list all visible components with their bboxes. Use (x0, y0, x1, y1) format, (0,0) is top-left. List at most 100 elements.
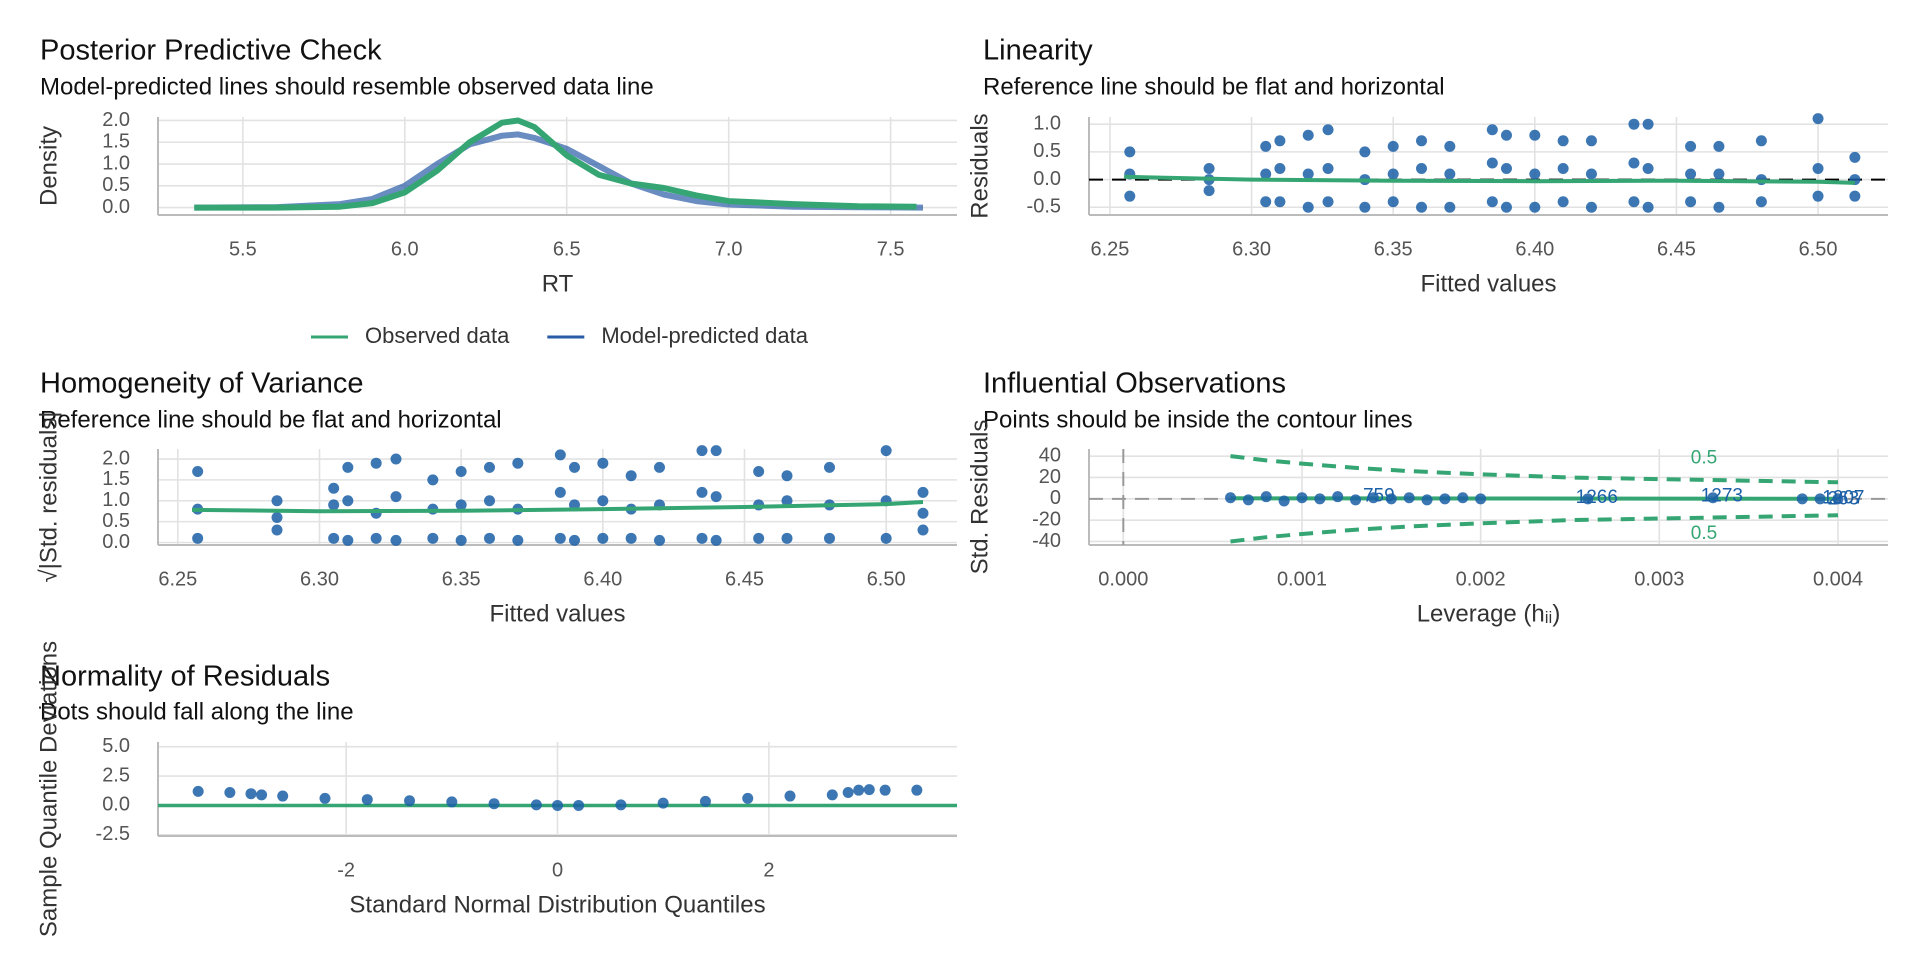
annotation: 759 (1363, 486, 1395, 507)
data-point (1796, 493, 1808, 505)
y-tick-label: -20 (1032, 508, 1061, 530)
data-point (245, 788, 257, 800)
data-point (597, 495, 609, 507)
data-point (1486, 124, 1498, 136)
data-point (484, 532, 495, 544)
x-axis-label: Fitted values (489, 600, 625, 627)
data-point (455, 534, 467, 546)
x-tick-label: 6.35 (442, 568, 481, 590)
data-point (554, 486, 566, 498)
data-point (1367, 492, 1379, 504)
data-point (696, 486, 708, 498)
data-point (342, 534, 354, 546)
panel-title: Linearity (983, 35, 1093, 67)
data-point (554, 449, 566, 461)
panel-title: Normality of Residuals (40, 661, 330, 693)
data-point (1685, 140, 1697, 152)
y-tick-label: 40 (1039, 444, 1061, 466)
data-point (784, 790, 796, 802)
data-point (1707, 492, 1719, 504)
data-point (1421, 494, 1433, 506)
y-tick-label: 1.5 (102, 468, 130, 490)
y-tick-label: 1.0 (102, 489, 130, 511)
data-point (1322, 162, 1334, 174)
data-point (1642, 162, 1654, 174)
data-point (271, 524, 283, 536)
x-tick-label: 6.45 (725, 568, 764, 590)
data-point (1628, 196, 1640, 208)
y-tick-label: 0.0 (102, 531, 130, 553)
series-line (194, 131, 924, 211)
y-axis-label: √|Std. residuals| (35, 411, 62, 582)
data-point (1444, 201, 1456, 213)
panel-subtitle: Model-predicted lines should resemble ob… (40, 73, 654, 100)
data-point (1350, 494, 1362, 506)
data-point (1225, 492, 1237, 504)
data-point (824, 532, 835, 544)
y-tick-label: 0.0 (102, 794, 130, 816)
data-point (781, 532, 793, 544)
x-tick-label: 0.000 (1098, 568, 1148, 590)
data-point (1296, 492, 1308, 504)
annotation: 1207 (1822, 487, 1864, 508)
data-point (1322, 124, 1334, 136)
data-point (1274, 162, 1286, 174)
data-point (1416, 162, 1428, 174)
data-point (192, 532, 204, 544)
data-point (1416, 201, 1428, 213)
panel-title: Homogeneity of Variance (40, 368, 363, 400)
series-line (1124, 174, 1855, 185)
data-point (1500, 162, 1512, 174)
panel-subtitle: Reference line should be flat and horizo… (40, 406, 502, 433)
data-point (1322, 196, 1334, 208)
y-tick-label: 0 (1050, 487, 1061, 509)
x-tick-label: 6.40 (1515, 238, 1554, 260)
data-point (342, 495, 354, 507)
data-point (370, 532, 382, 544)
data-point (1642, 118, 1654, 130)
data-point (1755, 135, 1767, 147)
x-tick-label: 7.5 (877, 238, 905, 260)
data-point (696, 532, 708, 544)
x-tick-label: 0 (552, 859, 563, 881)
data-point (1582, 493, 1594, 505)
data-point (256, 789, 268, 801)
series-line (194, 117, 917, 211)
series-line (1230, 454, 1839, 485)
x-tick-label: 6.25 (1090, 238, 1129, 260)
data-point (484, 495, 495, 507)
panel-subtitle: Reference line should be flat and horizo… (983, 73, 1445, 100)
data-point (625, 532, 637, 544)
data-point (1444, 168, 1456, 180)
data-point (1500, 201, 1512, 213)
data-point (1359, 146, 1371, 158)
x-axis-label: Leverage (hᵢᵢ) (1417, 600, 1561, 627)
x-tick-label: 6.25 (158, 568, 197, 590)
data-point (1557, 135, 1569, 147)
data-point (390, 534, 402, 546)
data-point (1585, 135, 1597, 147)
data-point (1203, 185, 1215, 197)
data-point (1849, 190, 1861, 202)
x-tick-label: 0.003 (1634, 568, 1684, 590)
data-point (1260, 491, 1272, 503)
data-point (569, 461, 580, 473)
data-point (512, 534, 524, 546)
data-point (1500, 129, 1512, 141)
data-point (880, 445, 892, 457)
panel-subtitle: Dots should fall along the line (40, 698, 354, 725)
data-point (625, 470, 637, 482)
annotation: 1266 (1576, 487, 1618, 508)
data-point (484, 461, 495, 473)
y-axis-label: Sample Quantile Deviations (35, 641, 62, 937)
y-tick-label: 20 (1039, 466, 1061, 488)
data-point (917, 524, 929, 536)
data-point (1385, 493, 1397, 505)
data-point (1124, 190, 1136, 202)
legend-label: Model-predicted data (601, 323, 808, 348)
data-point (1529, 168, 1541, 180)
data-point (826, 789, 838, 801)
data-point (370, 457, 382, 469)
y-tick-label: 1.5 (102, 131, 130, 153)
